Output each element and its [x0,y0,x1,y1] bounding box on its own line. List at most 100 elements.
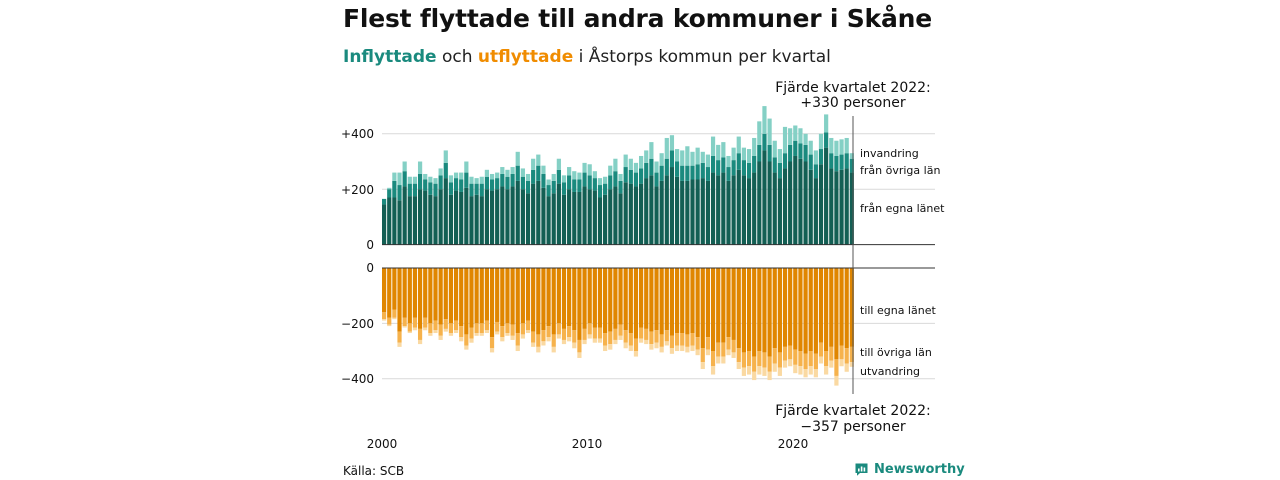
bar-inflow-s1-q2 [392,180,397,198]
bar-inflow-s0-q32 [546,196,551,245]
subtitle-and: och [441,47,473,67]
bar-inflow-s0-q49 [633,186,639,245]
bar-outflow-s2-q69 [736,362,741,370]
bar-outflow-s2-q23 [500,337,505,342]
bar-outflow-s2-q20 [484,330,489,334]
bar-inflow-s1-q79 [788,144,793,162]
bar-inflow-s2-q49 [633,162,639,173]
bar-inflow-s2-q90 [844,137,849,154]
bar-outflow-s1-q1 [387,317,392,325]
xtick-2010: 2010 [572,437,603,451]
annotation-bottom-line1: Fjärde kvartalet 2022: [775,403,931,419]
bar-outflow-s2-q45 [613,339,618,345]
bar-outflow-s1-q53 [654,330,659,343]
bar-inflow-s2-q33 [551,173,556,181]
bar-outflow-s2-q59 [685,346,690,353]
bar-inflow-s1-q73 [757,144,762,162]
bar-outflow-s2-q64 [710,366,716,375]
bar-outflow-s2-q36 [567,337,572,342]
bar-outflow-s2-q37 [572,342,577,349]
bar-outflow-s1-q73 [757,351,762,367]
bar-outflow-s2-q90 [844,363,849,372]
bar-outflow-s0-q42 [597,268,603,328]
bar-outflow-s2-q42 [597,338,603,343]
bar-outflow-s1-q57 [674,333,680,346]
bar-outflow-s0-q85 [818,268,824,343]
ytick-top-200: +200 [341,183,374,197]
bar-inflow-s2-q76 [772,140,777,158]
bar-inflow-s2-q30 [536,154,541,166]
bar-inflow-s0-q59 [685,180,690,245]
bar-outflow-s2-q63 [705,349,711,356]
bar-outflow-s1-q50 [639,327,644,339]
bar-outflow-s2-q91 [849,362,854,367]
label-till-ovriga-lan: till övriga län [860,346,932,359]
bar-outflow-s2-q1 [387,324,392,327]
bar-outflow-s2-q27 [520,334,525,339]
bar-outflow-s1-q66 [721,342,726,357]
bar-outflow-s2-q11 [438,335,443,340]
bar-inflow-s0-q46 [618,193,623,245]
inflow-bars [382,106,854,245]
bar-inflow-s1-q64 [710,155,716,173]
bar-inflow-s0-q3 [397,200,402,245]
bar-inflow-s1-q16 [464,172,469,188]
bar-inflow-s1-q23 [500,173,505,187]
bar-inflow-s1-q24 [505,176,510,190]
bar-outflow-s0-q26 [515,268,520,334]
bar-inflow-s0-q11 [438,189,443,245]
bar-inflow-s2-q12 [443,150,448,163]
bar-inflow-s0-q17 [469,196,474,245]
bar-inflow-s0-q43 [603,194,608,245]
bar-outflow-s0-q72 [752,268,757,357]
bar-inflow-s2-q39 [582,162,587,173]
bar-inflow-s2-q58 [680,150,685,166]
bar-inflow-s1-q43 [603,183,608,195]
bar-inflow-s1-q56 [669,150,675,168]
bar-inflow-s1-q13 [448,182,454,195]
bar-inflow-s0-q51 [644,178,649,245]
bar-outflow-s1-q32 [546,326,551,338]
bar-inflow-s2-q60 [690,151,695,166]
bar-outflow-s1-q88 [834,359,839,376]
bar-inflow-s0-q40 [587,189,592,245]
bar-inflow-s1-q48 [628,169,633,184]
bar-outflow-s2-q77 [777,367,782,376]
bar-outflow-s2-q76 [772,363,777,372]
bar-outflow-s0-q3 [397,268,402,332]
bar-inflow-s1-q68 [731,160,736,176]
bar-outflow-s1-q64 [710,351,716,367]
bar-outflow-s1-q46 [618,324,623,336]
bar-inflow-s0-q10 [433,196,438,245]
bar-inflow-s1-q20 [484,176,489,190]
bar-inflow-s0-q54 [659,180,664,245]
bar-inflow-s2-q81 [798,128,803,144]
bar-outflow-s1-q72 [752,356,757,372]
bar-inflow-s1-q21 [489,179,495,191]
bar-outflow-s2-q8 [423,327,428,331]
bar-outflow-s2-q68 [731,352,736,358]
annotation-top-line1: Fjärde kvartalet 2022: [775,80,931,96]
brand-logo[interactable]: Newsworthy [854,462,965,477]
bar-inflow-s1-q42 [597,185,603,198]
bar-outflow-s2-q26 [515,345,520,352]
bar-outflow-s0-q61 [695,268,700,338]
bar-outflow-s0-q52 [649,268,654,332]
bar-inflow-s1-q12 [443,162,448,179]
bar-inflow-s2-q43 [603,176,608,184]
bar-inflow-s0-q57 [674,176,680,245]
bar-outflow-s0-q30 [536,268,541,335]
bar-inflow-s0-q86 [824,147,829,245]
bar-inflow-s2-q28 [525,173,531,181]
bar-outflow-s2-q55 [664,341,669,346]
bar-outflow-s1-q76 [772,348,777,364]
bar-outflow-s1-q5 [407,323,412,332]
bar-inflow-s1-q17 [469,183,474,197]
bar-outflow-s2-q24 [505,333,510,336]
xtick-2020: 2020 [778,437,809,451]
bar-outflow-s2-q53 [654,342,659,349]
bar-outflow-s2-q39 [582,339,587,345]
bar-inflow-s1-q4 [402,171,407,187]
bar-outflow-s0-q77 [777,268,782,353]
bar-inflow-s0-q14 [453,190,459,245]
